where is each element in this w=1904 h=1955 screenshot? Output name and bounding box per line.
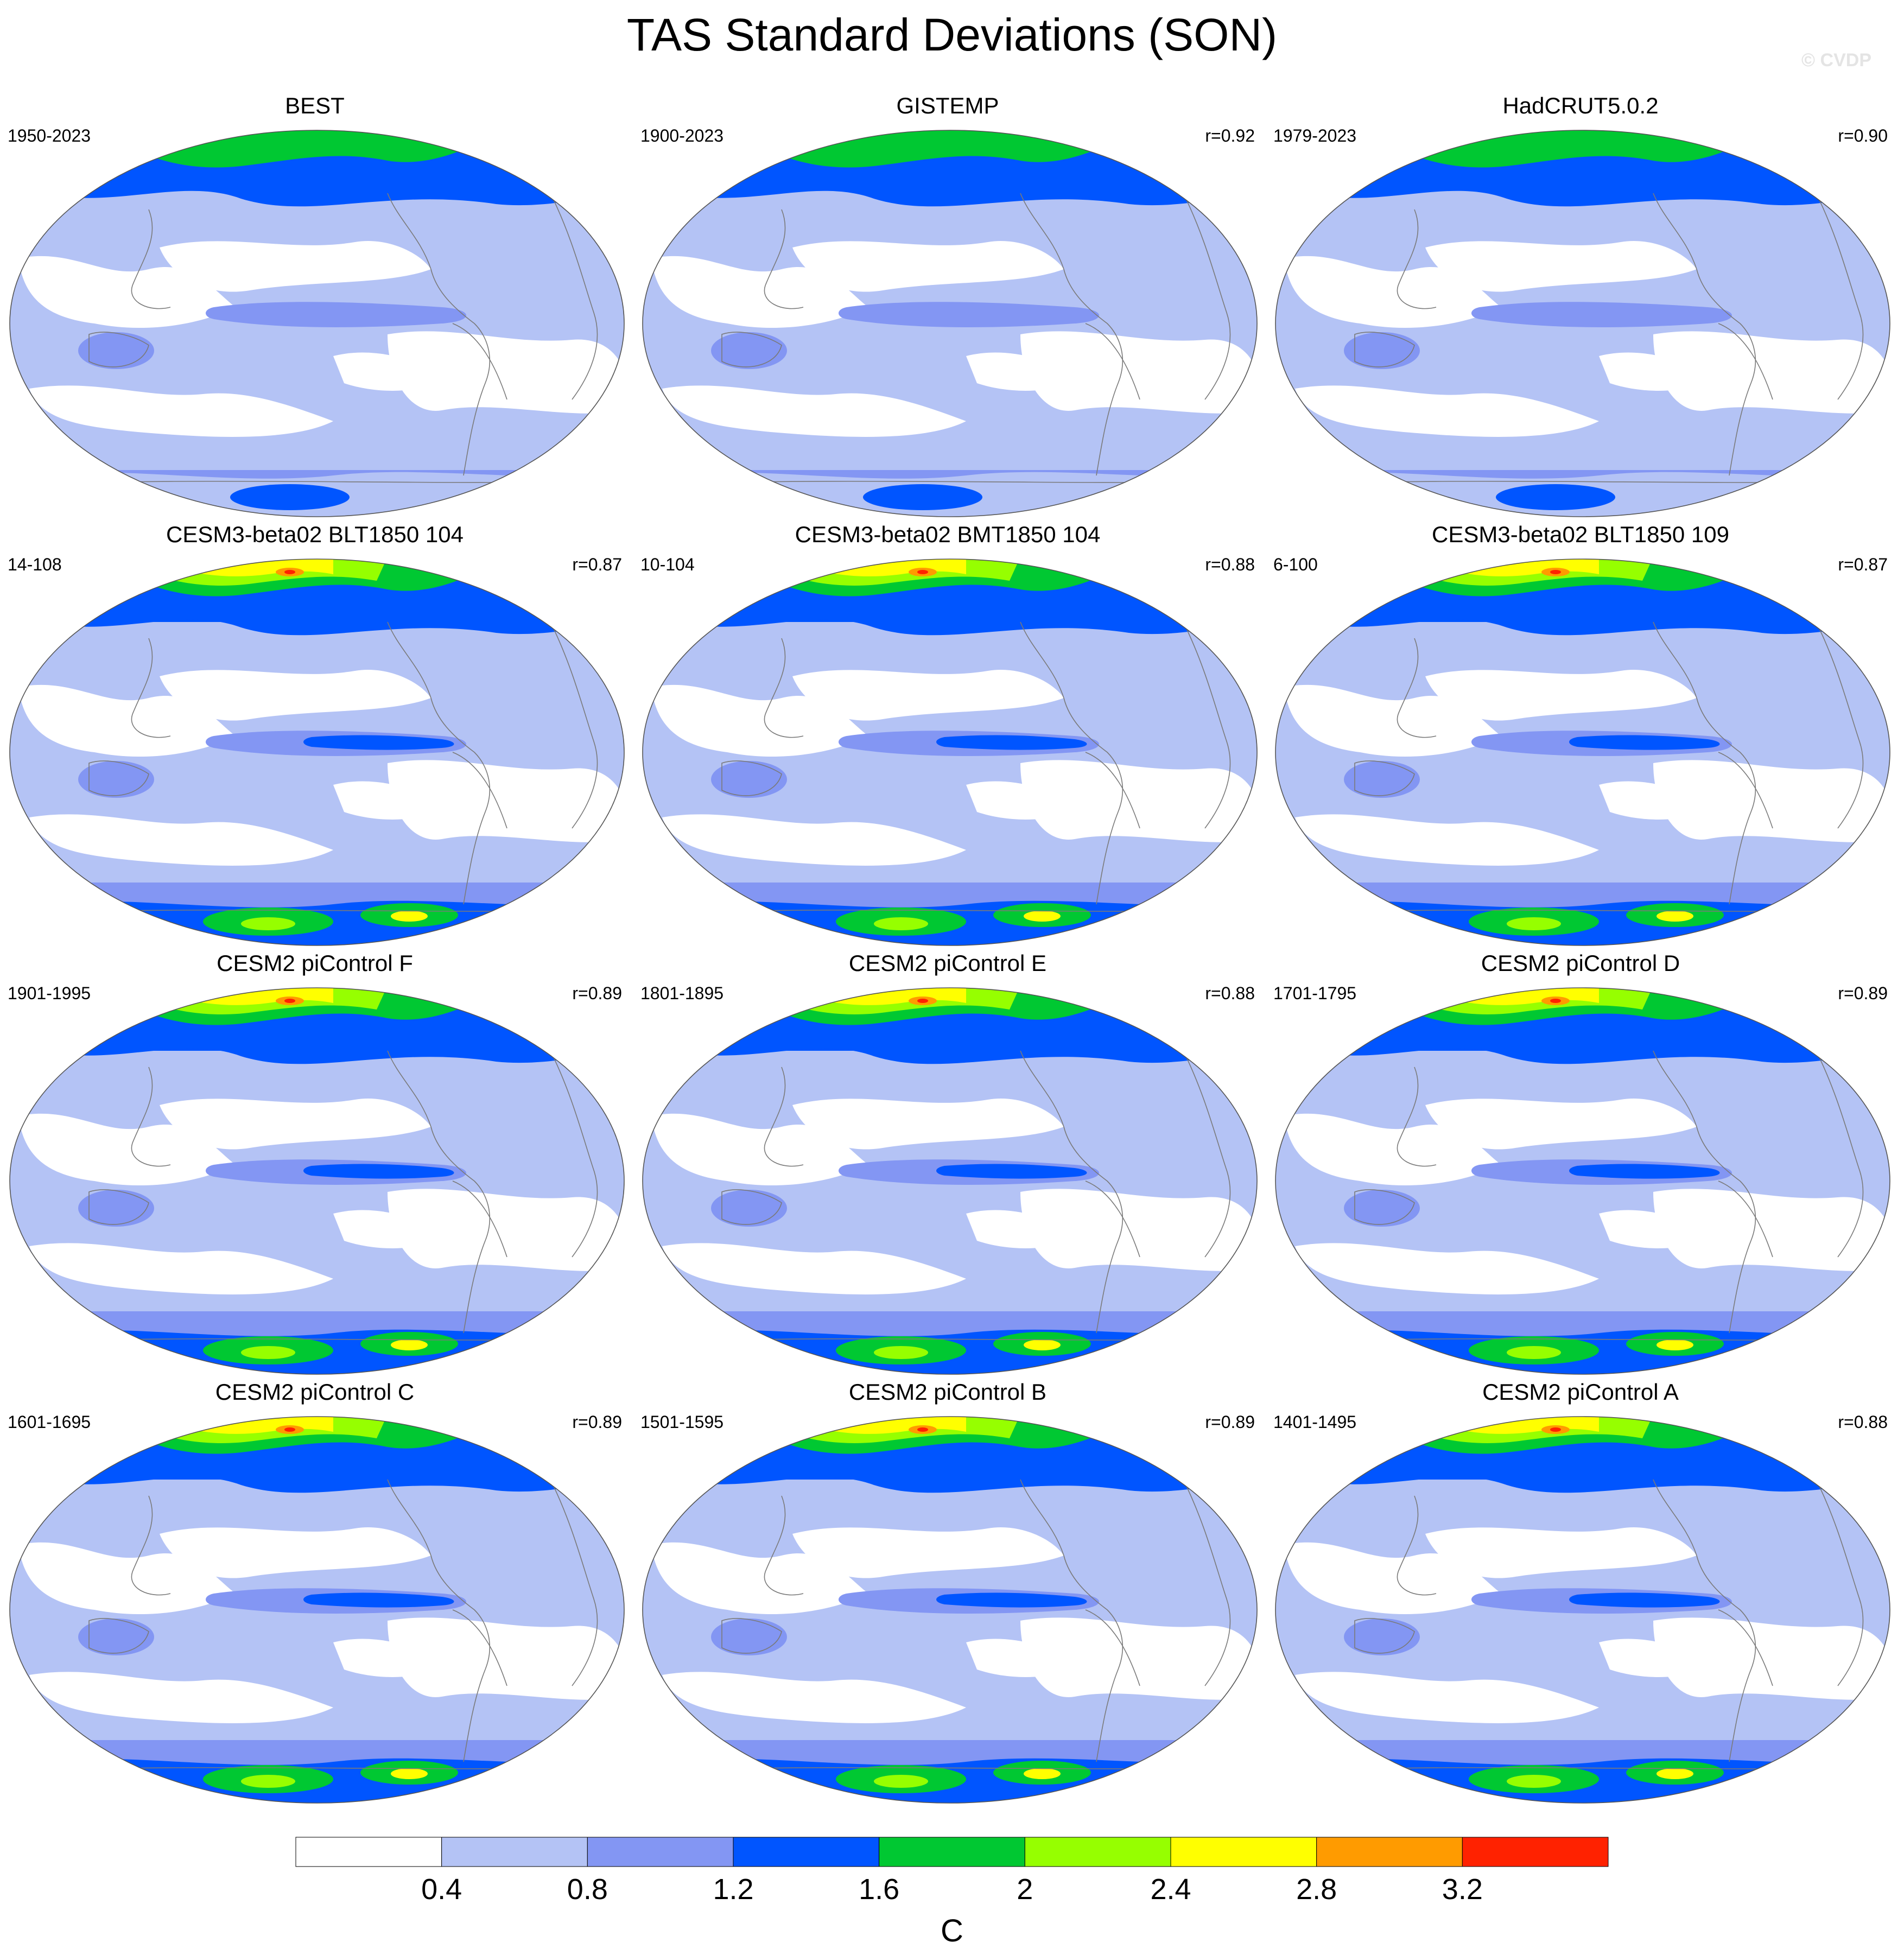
map-panel: CESM2 piControl C 1601-1695 r=0.89 xyxy=(0,1378,630,1812)
panel-correlation: r=0.89 xyxy=(572,1412,622,1432)
map-panel: CESM3-beta02 BLT1850 109 6-100 r=0.87 xyxy=(1266,520,1895,954)
panel-title: CESM2 piControl E xyxy=(848,950,1047,976)
field-layer xyxy=(10,559,624,945)
panel-period: 1601-1695 xyxy=(8,1412,91,1432)
panel-period: 1901-1995 xyxy=(8,983,91,1003)
panel-period: 14-108 xyxy=(8,555,62,574)
colorbar-unit-label: C xyxy=(941,1913,963,1948)
map-panel: BEST 1950-2023 xyxy=(0,91,630,525)
colorbar-box xyxy=(587,1837,734,1867)
map-outline xyxy=(9,130,625,517)
panel-period: 1801-1895 xyxy=(640,983,724,1003)
world-map xyxy=(642,130,1258,517)
map-panel: GISTEMP 1900-2023 r=0.92 xyxy=(633,91,1262,525)
panel-period: 1501-1595 xyxy=(640,1412,724,1432)
colorbar-tick-label: 3.2 xyxy=(1442,1873,1483,1906)
panel-period: 1900-2023 xyxy=(640,126,724,145)
field-layer xyxy=(643,1417,1257,1803)
world-map xyxy=(1275,130,1890,517)
panel-period: 1701-1795 xyxy=(1273,983,1357,1003)
world-map xyxy=(642,1416,1258,1804)
colorbar-tick-label: 2.8 xyxy=(1296,1873,1337,1906)
panel-title: CESM2 piControl B xyxy=(848,1379,1047,1405)
colorbar-box xyxy=(1170,1837,1317,1867)
colorbar-tick-label: 0.8 xyxy=(567,1873,608,1906)
colorbar-tick-label: 0.4 xyxy=(421,1873,462,1906)
panel-correlation: r=0.87 xyxy=(1838,555,1888,574)
world-map xyxy=(9,558,625,946)
field-layer xyxy=(1275,1417,1890,1803)
world-map xyxy=(1275,987,1890,1375)
cvdp-watermark: © CVDP xyxy=(1801,50,1871,71)
map-outline xyxy=(9,558,625,946)
map-outline xyxy=(642,1416,1258,1804)
panel-title: BEST xyxy=(285,93,345,118)
world-map xyxy=(1275,1416,1890,1804)
panel-correlation: r=0.88 xyxy=(1838,1412,1888,1432)
map-outline xyxy=(642,987,1258,1375)
figure-title: TAS Standard Deviations (SON) xyxy=(626,9,1278,60)
map-outline xyxy=(1275,987,1890,1375)
world-map xyxy=(642,558,1258,946)
panel-title: CESM3-beta02 BLT1850 104 xyxy=(166,522,464,547)
panel-correlation: r=0.87 xyxy=(572,555,622,574)
map-outline xyxy=(642,558,1258,946)
colorbar-box xyxy=(879,1837,1025,1867)
map-panel: CESM2 piControl D 1701-1795 r=0.89 xyxy=(1266,949,1895,1383)
colorbar-box xyxy=(733,1837,880,1867)
panel-title: CESM3-beta02 BMT1850 104 xyxy=(795,522,1101,547)
map-panel: HadCRUT5.0.2 1979-2023 r=0.90 xyxy=(1266,91,1895,525)
panel-title: CESM3-beta02 BLT1850 109 xyxy=(1432,522,1729,547)
world-map xyxy=(642,987,1258,1375)
colorbar-tick-label: 1.6 xyxy=(859,1873,899,1906)
panel-title: CESM2 piControl A xyxy=(1482,1379,1679,1405)
map-outline xyxy=(1275,130,1890,517)
panel-correlation: r=0.89 xyxy=(572,983,622,1003)
world-map xyxy=(9,1416,625,1804)
panel-title: GISTEMP xyxy=(896,93,999,118)
colorbar-box xyxy=(295,1837,442,1867)
colorbar-box xyxy=(1024,1837,1171,1867)
colorbar-box xyxy=(1316,1837,1463,1867)
panel-title: HadCRUT5.0.2 xyxy=(1502,93,1659,118)
world-map xyxy=(9,130,625,517)
map-outline xyxy=(1275,558,1890,946)
panel-title: CESM2 piControl C xyxy=(215,1379,415,1405)
panel-period: 6-100 xyxy=(1273,555,1318,574)
colorbar-box xyxy=(1462,1837,1609,1867)
world-map xyxy=(9,987,625,1375)
panel-correlation: r=0.89 xyxy=(1838,983,1888,1003)
colorbar-tick-label: 2.4 xyxy=(1150,1873,1191,1906)
colorbar-tick-label: 2 xyxy=(1017,1873,1033,1906)
map-outline xyxy=(642,130,1258,517)
panel-correlation: r=0.88 xyxy=(1205,983,1255,1003)
map-outline xyxy=(9,1416,625,1804)
panel-period: 1979-2023 xyxy=(1273,126,1357,145)
panel-correlation: r=0.92 xyxy=(1205,126,1255,145)
panel-title: CESM2 piControl D xyxy=(1481,950,1680,976)
panel-correlation: r=0.90 xyxy=(1838,126,1888,145)
colorbar-box xyxy=(441,1837,588,1867)
map-panel: CESM2 piControl F 1901-1995 r=0.89 xyxy=(0,949,630,1383)
map-panel: CESM3-beta02 BLT1850 104 14-108 r=0.87 xyxy=(0,520,630,954)
map-panel: CESM3-beta02 BMT1850 104 10-104 r=0.88 xyxy=(633,520,1262,954)
map-panel: CESM2 piControl B 1501-1595 r=0.89 xyxy=(633,1378,1262,1812)
panel-correlation: r=0.89 xyxy=(1205,1412,1255,1432)
map-panel: CESM2 piControl E 1801-1895 r=0.88 xyxy=(633,949,1262,1383)
panel-period: 10-104 xyxy=(640,555,695,574)
world-map xyxy=(1275,558,1890,946)
colorbar-tick-label: 1.2 xyxy=(713,1873,753,1906)
panel-period: 1401-1495 xyxy=(1273,1412,1357,1432)
panel-title: CESM2 piControl F xyxy=(217,950,413,976)
panel-correlation: r=0.88 xyxy=(1205,555,1255,574)
map-panel: CESM2 piControl A 1401-1495 r=0.88 xyxy=(1266,1378,1895,1812)
map-outline xyxy=(1275,1416,1890,1804)
map-outline xyxy=(9,987,625,1375)
panel-period: 1950-2023 xyxy=(8,126,91,145)
